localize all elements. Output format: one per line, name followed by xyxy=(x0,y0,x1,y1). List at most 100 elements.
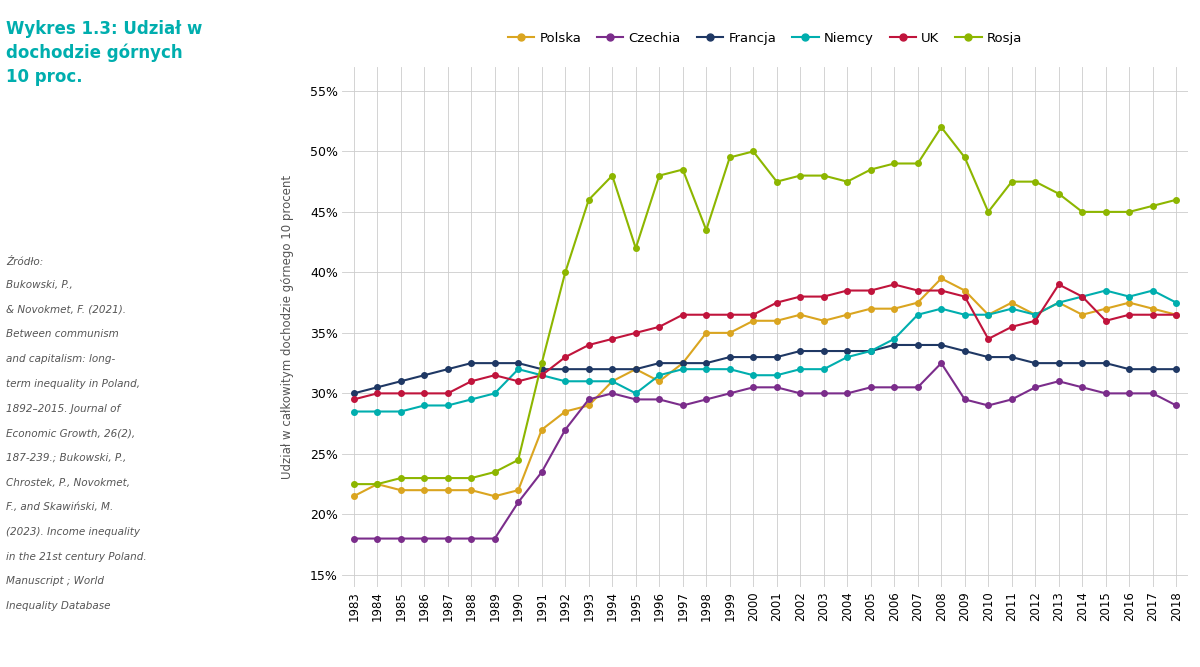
Niemcy xyxy=(676,365,690,373)
Text: 187-239.; Bukowski, P.,: 187-239.; Bukowski, P., xyxy=(6,453,126,463)
Francja xyxy=(652,359,666,367)
Polska xyxy=(911,299,925,307)
Czechia xyxy=(676,402,690,410)
UK xyxy=(934,287,948,295)
Niemcy xyxy=(370,408,384,416)
Francja xyxy=(722,353,737,361)
Francja xyxy=(864,347,878,355)
Czechia xyxy=(1004,396,1019,404)
Polska xyxy=(394,486,408,494)
Niemcy xyxy=(1028,311,1043,319)
Czechia xyxy=(370,534,384,542)
Czechia xyxy=(1028,384,1043,392)
UK xyxy=(394,390,408,398)
Rosja xyxy=(1051,189,1066,197)
Polska xyxy=(676,359,690,367)
Niemcy xyxy=(487,390,502,398)
Rosja xyxy=(534,359,548,367)
Line: Polska: Polska xyxy=(350,275,1180,499)
Rosja xyxy=(793,171,808,179)
Text: Manuscript ; World: Manuscript ; World xyxy=(6,576,104,586)
UK xyxy=(534,372,548,380)
Niemcy xyxy=(1051,299,1066,307)
Polska xyxy=(1122,299,1136,307)
Rosja xyxy=(1169,196,1183,204)
Rosja xyxy=(582,196,596,204)
Czechia xyxy=(746,384,761,392)
Francja xyxy=(347,390,361,398)
Text: (2023). Income inequality: (2023). Income inequality xyxy=(6,527,140,537)
Polska xyxy=(816,317,830,325)
Francja xyxy=(1122,365,1136,373)
Niemcy xyxy=(418,402,432,410)
Rosja xyxy=(1004,177,1019,185)
Niemcy xyxy=(582,378,596,386)
Francja xyxy=(418,372,432,380)
Niemcy xyxy=(793,365,808,373)
UK xyxy=(911,287,925,295)
UK xyxy=(1004,323,1019,331)
Polska xyxy=(1028,311,1043,319)
UK xyxy=(676,311,690,319)
Polska xyxy=(934,274,948,282)
Francja xyxy=(982,353,996,361)
Niemcy xyxy=(934,305,948,313)
Rosja xyxy=(440,474,455,482)
Polska xyxy=(700,329,714,337)
UK xyxy=(347,396,361,404)
Czechia xyxy=(464,534,479,542)
Niemcy xyxy=(464,396,479,404)
Czechia xyxy=(487,534,502,542)
Rosja xyxy=(347,480,361,488)
Niemcy xyxy=(769,372,784,380)
Czechia xyxy=(958,396,972,404)
Rosja xyxy=(652,171,666,179)
Niemcy xyxy=(746,372,761,380)
Niemcy xyxy=(347,408,361,416)
Rosja xyxy=(746,147,761,155)
Francja xyxy=(934,341,948,349)
UK xyxy=(958,293,972,301)
Rosja xyxy=(629,244,643,252)
Polska xyxy=(511,486,526,494)
Czechia xyxy=(1122,390,1136,398)
UK xyxy=(1169,311,1183,319)
UK xyxy=(1028,317,1043,325)
Polska xyxy=(347,492,361,500)
UK xyxy=(1122,311,1136,319)
Francja xyxy=(511,359,526,367)
Francja xyxy=(1028,359,1043,367)
UK xyxy=(1098,317,1112,325)
Francja xyxy=(746,353,761,361)
Niemcy xyxy=(1098,287,1112,295)
Niemcy xyxy=(700,365,714,373)
UK xyxy=(370,390,384,398)
Czechia xyxy=(440,534,455,542)
Text: Źródło:: Źródło: xyxy=(6,257,43,267)
Rosja xyxy=(370,480,384,488)
UK xyxy=(464,378,479,386)
UK xyxy=(840,287,854,295)
Polska xyxy=(887,305,901,313)
Rosja xyxy=(816,171,830,179)
Rosja xyxy=(887,159,901,167)
UK xyxy=(487,372,502,380)
Niemcy xyxy=(1122,293,1136,301)
Francja xyxy=(769,353,784,361)
Rosja xyxy=(1028,177,1043,185)
Rosja xyxy=(1146,202,1160,210)
UK xyxy=(418,390,432,398)
Text: Wykres 1.3: Udział w
dochodzie górnych
10 proc.: Wykres 1.3: Udział w dochodzie górnych 1… xyxy=(6,20,203,86)
Niemcy xyxy=(887,335,901,343)
Rosja xyxy=(982,208,996,216)
UK xyxy=(582,341,596,349)
Text: F., and Skawiński, M.: F., and Skawiński, M. xyxy=(6,502,113,512)
Rosja xyxy=(464,474,479,482)
UK xyxy=(511,378,526,386)
UK xyxy=(440,390,455,398)
Czechia xyxy=(911,384,925,392)
Francja xyxy=(1169,365,1183,373)
Francja xyxy=(394,378,408,386)
Rosja xyxy=(676,165,690,173)
UK xyxy=(793,293,808,301)
